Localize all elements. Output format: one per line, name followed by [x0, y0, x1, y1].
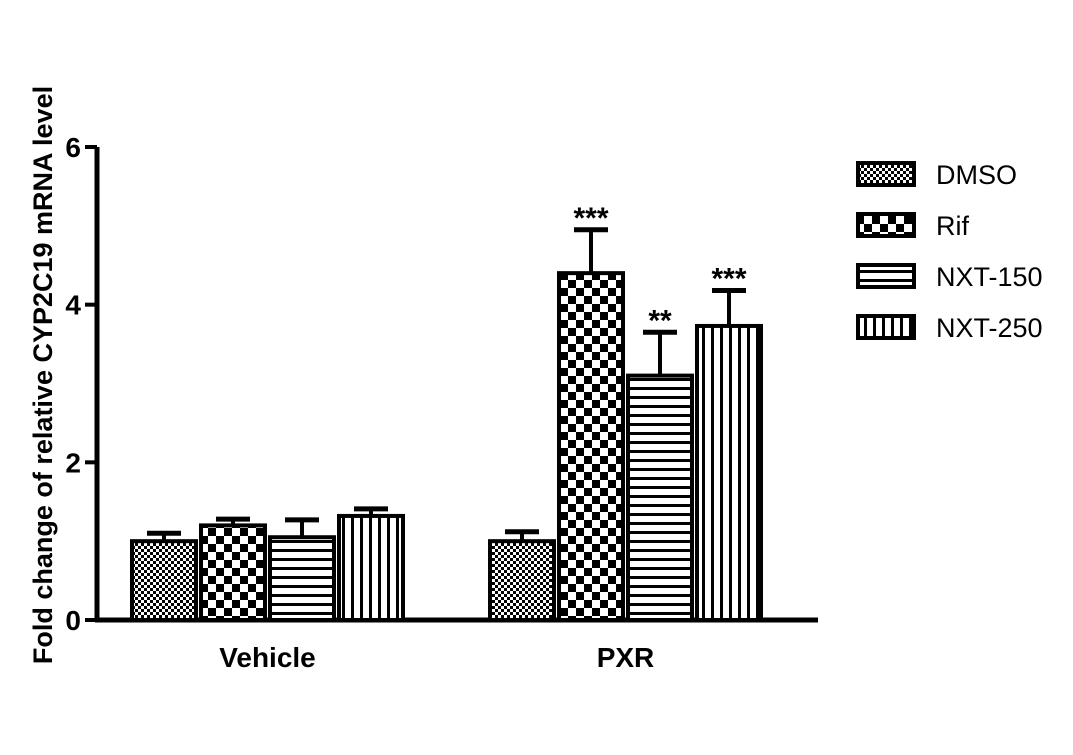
- legend: DMSO Rif NXT-150 NXT-250: [856, 160, 1043, 343]
- legend-swatch: [856, 161, 916, 187]
- legend-label: Rif: [936, 211, 969, 241]
- legend-label: NXT-150: [936, 262, 1043, 292]
- significance-label: ***: [711, 262, 746, 295]
- significance-label: **: [648, 304, 672, 337]
- bar-dmso-vehicle: [130, 539, 198, 623]
- legend-swatch: [856, 314, 916, 340]
- bar-rif-pxr: [557, 271, 625, 622]
- legend-swatch: [856, 263, 916, 289]
- x-category-label: Vehicle: [219, 642, 316, 673]
- y-tick-label: 4: [65, 290, 81, 321]
- y-tick-label: 0: [65, 605, 81, 636]
- bar-dmso-pxr: [488, 539, 556, 623]
- legend-swatch: [856, 212, 916, 238]
- bar-nxt-250-pxr: [695, 323, 763, 622]
- legend-label: DMSO: [936, 160, 1017, 190]
- y-axis-title: Fold change of relative CYP2C19 mRNA lev…: [28, 86, 58, 664]
- x-category-label: PXR: [597, 642, 655, 673]
- significance-label: ***: [573, 202, 608, 235]
- y-tick-label: 6: [65, 132, 81, 163]
- bar-nxt-150-pxr: [626, 373, 694, 622]
- bar-rif-vehicle: [199, 523, 267, 623]
- bar-nxt-150-vehicle: [268, 535, 336, 622]
- bars: ********: [130, 202, 763, 623]
- legend-label: NXT-250: [936, 313, 1043, 343]
- y-tick-label: 2: [65, 447, 81, 478]
- bar-nxt-250-vehicle: [337, 513, 405, 622]
